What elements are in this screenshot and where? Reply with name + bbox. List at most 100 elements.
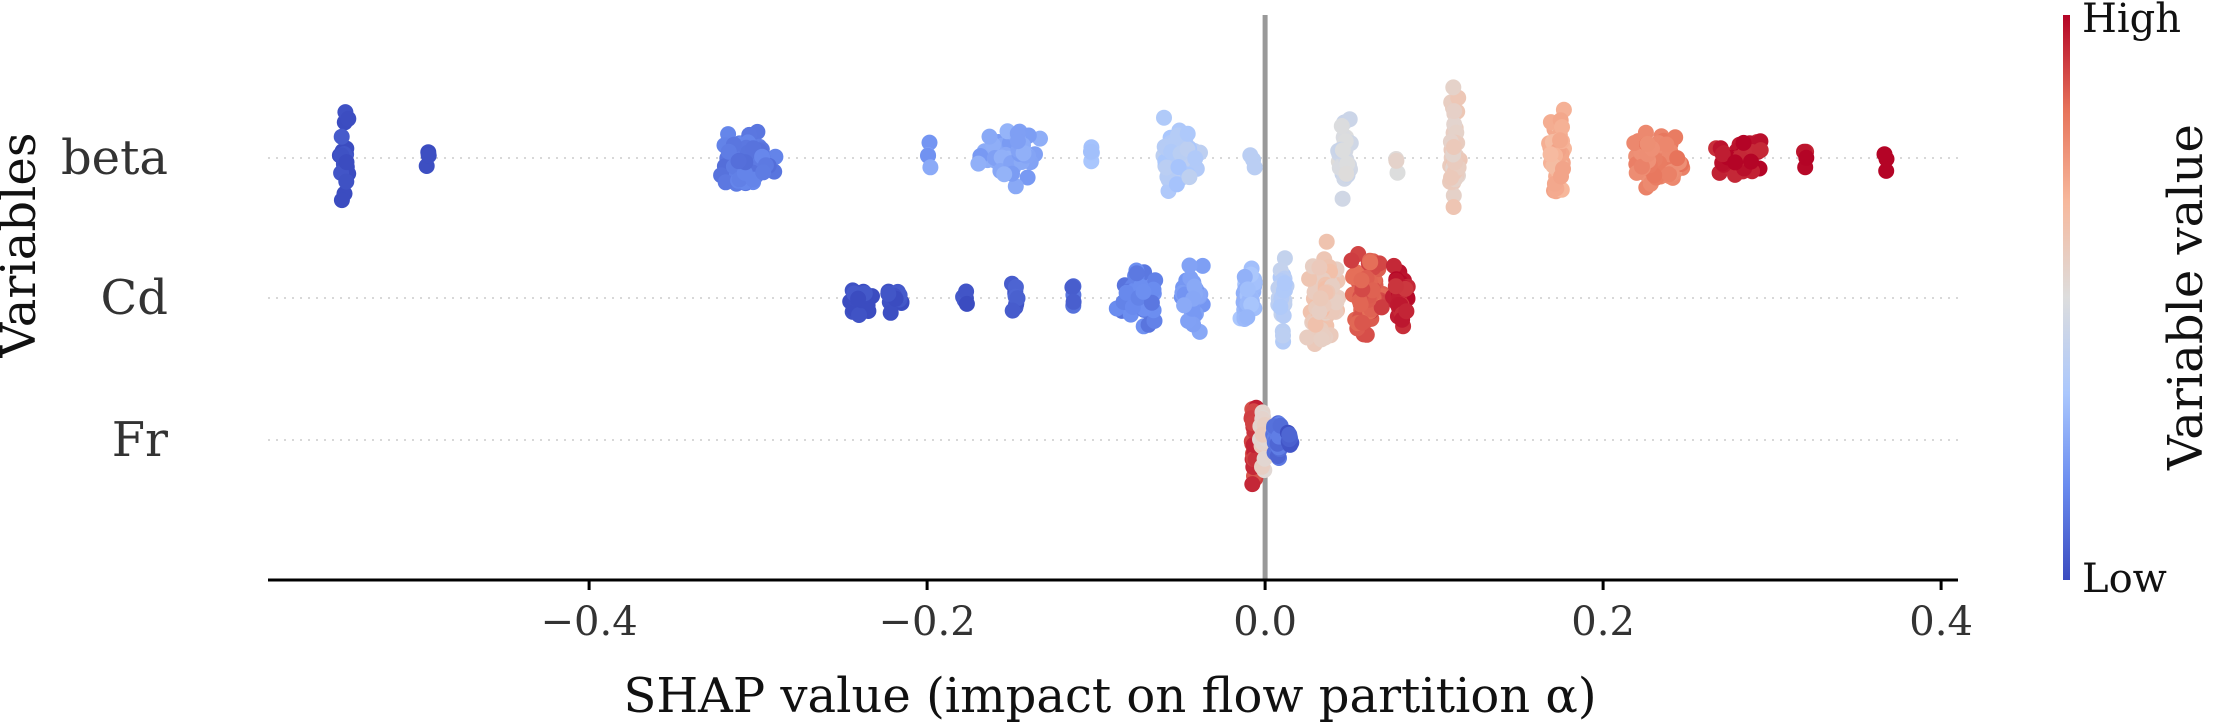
- point-Cd: [1181, 257, 1198, 274]
- colorbar-high-label: High: [2082, 0, 2181, 42]
- point-beta: [1388, 152, 1405, 169]
- point-beta: [338, 173, 355, 190]
- point-Cd: [1373, 299, 1390, 316]
- point-Cd: [1276, 275, 1293, 292]
- point-beta: [333, 192, 350, 209]
- point-beta: [1334, 142, 1351, 159]
- point-beta: [420, 147, 437, 164]
- x-tick-label: −0.2: [879, 599, 976, 645]
- y-axis-title: Variables: [0, 133, 47, 359]
- point-beta: [1246, 159, 1263, 176]
- point-beta: [981, 128, 998, 145]
- point-Cd: [1362, 254, 1379, 271]
- point-Cd: [1239, 309, 1256, 326]
- point-beta: [1639, 135, 1656, 152]
- point-beta: [717, 174, 734, 191]
- colorbar: [2063, 15, 2070, 580]
- point-Cd: [1236, 268, 1253, 285]
- point-beta: [1168, 176, 1185, 193]
- point-Cd: [958, 295, 975, 312]
- point-Cd: [1353, 272, 1370, 289]
- data-points: [331, 79, 1895, 493]
- point-Cd: [851, 307, 867, 323]
- point-beta: [921, 134, 938, 151]
- x-tick-label: 0.0: [1233, 599, 1297, 645]
- point-beta: [1445, 199, 1462, 215]
- point-Cd: [1135, 283, 1152, 300]
- point-beta: [1083, 143, 1099, 160]
- point-beta: [1158, 159, 1175, 176]
- point-beta: [1179, 125, 1196, 142]
- point-beta: [1735, 134, 1752, 151]
- point-beta: [1552, 132, 1569, 149]
- point-beta: [1015, 145, 1032, 162]
- point-Cd: [880, 285, 897, 302]
- point-beta: [1156, 109, 1172, 126]
- point-Cd: [1009, 290, 1026, 307]
- point-Fr: [1281, 426, 1298, 443]
- point-Cd: [1118, 284, 1135, 301]
- point-beta: [1661, 166, 1677, 183]
- point-Cd: [1301, 270, 1318, 287]
- point-beta: [1242, 147, 1259, 164]
- x-tick-label: 0.4: [1909, 599, 1973, 645]
- point-Cd: [1239, 281, 1256, 298]
- point-Cd: [1143, 294, 1160, 311]
- point-Cd: [882, 304, 899, 321]
- point-Fr: [1244, 476, 1261, 493]
- point-Cd: [1307, 316, 1324, 333]
- point-Cd: [1299, 329, 1316, 346]
- point-beta: [1333, 118, 1350, 134]
- point-beta: [1009, 133, 1026, 150]
- point-Cd: [1276, 250, 1293, 267]
- point-beta: [1389, 164, 1406, 181]
- point-beta: [730, 153, 747, 170]
- y-category-label-Cd: Cd: [101, 270, 168, 326]
- point-Cd: [1194, 257, 1211, 274]
- point-beta: [333, 128, 350, 145]
- point-beta: [1446, 103, 1463, 120]
- point-Cd: [1398, 303, 1415, 320]
- point-Cd: [1385, 257, 1402, 274]
- point-beta: [1187, 150, 1204, 167]
- point-beta: [1334, 190, 1351, 207]
- point-Cd: [1318, 233, 1335, 250]
- x-tick-label: −0.4: [541, 599, 638, 645]
- point-Cd: [1312, 290, 1329, 307]
- point-beta: [1445, 139, 1462, 155]
- point-beta: [338, 154, 355, 171]
- point-Cd: [1311, 303, 1328, 320]
- point-Cd: [1064, 279, 1081, 296]
- colorbar-title: Variable value: [2158, 124, 2214, 471]
- point-Cd: [1128, 265, 1145, 282]
- point-Cd: [1387, 278, 1404, 295]
- x-axis-title: SHAP value (impact on flow partition α): [623, 668, 1596, 724]
- point-Cd: [1186, 278, 1203, 295]
- point-beta: [755, 164, 772, 181]
- point-beta: [1554, 119, 1570, 136]
- point-beta: [970, 155, 987, 172]
- point-beta: [1714, 146, 1731, 163]
- point-beta: [1626, 135, 1643, 151]
- point-beta: [1633, 158, 1650, 175]
- point-beta: [1669, 150, 1686, 167]
- point-Cd: [1311, 259, 1328, 276]
- point-beta: [1876, 146, 1893, 163]
- point-Cd: [1275, 327, 1291, 344]
- point-Cd: [1180, 313, 1197, 329]
- x-axis-ticks: −0.4 −0.2 0.0 0.2 0.4: [541, 580, 1973, 645]
- point-Cd: [850, 290, 867, 307]
- point-Cd: [1313, 331, 1330, 348]
- point-beta: [1658, 136, 1675, 153]
- y-category-label-beta: beta: [61, 130, 168, 186]
- point-Cd: [958, 283, 975, 300]
- point-beta: [1007, 178, 1024, 195]
- point-beta: [1338, 165, 1355, 182]
- point-Cd: [1176, 297, 1193, 314]
- point-beta: [1727, 154, 1744, 171]
- point-Cd: [1352, 296, 1369, 313]
- row-guides: [268, 157, 1958, 441]
- point-beta: [1542, 146, 1559, 163]
- point-Cd: [1343, 252, 1360, 269]
